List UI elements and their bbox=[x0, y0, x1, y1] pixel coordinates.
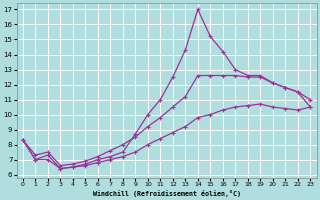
X-axis label: Windchill (Refroidissement éolien,°C): Windchill (Refroidissement éolien,°C) bbox=[92, 190, 241, 197]
